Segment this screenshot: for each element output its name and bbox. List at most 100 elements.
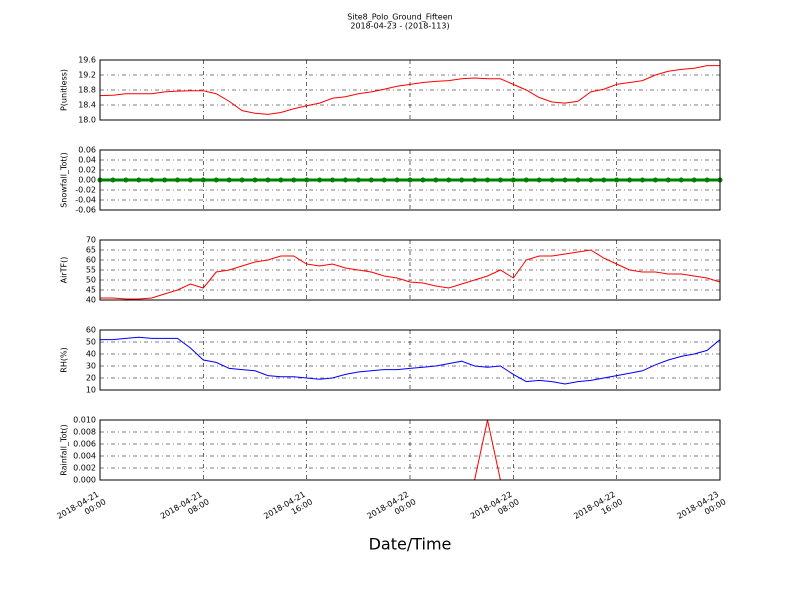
data-point	[149, 177, 155, 183]
y-tick-label: 18.4	[78, 101, 96, 110]
y-tick-label: 60	[86, 326, 96, 335]
data-point	[291, 177, 297, 183]
data-point	[213, 177, 219, 183]
y-tick-label: 0.06	[78, 146, 96, 155]
data-point	[704, 177, 710, 183]
y-tick-label: 0.02	[78, 166, 96, 175]
data-point	[485, 177, 490, 183]
data-point	[200, 177, 206, 183]
y-tick-label: 40	[86, 350, 96, 359]
data-point	[252, 177, 258, 183]
chart-subtitle: 2018-04-23 - (2018-113)	[350, 22, 449, 31]
data-point	[175, 177, 180, 183]
data-point	[446, 177, 452, 183]
plot-frame	[99, 239, 721, 301]
data-point	[691, 177, 697, 183]
data-point	[239, 177, 245, 183]
data-point	[536, 177, 542, 183]
data-point	[355, 177, 361, 183]
plot-frame	[99, 149, 721, 211]
data-point	[330, 177, 335, 183]
y-tick-label: -0.04	[75, 196, 96, 205]
data-point	[420, 177, 426, 183]
y-tick-label: 60	[86, 256, 96, 265]
x-tick-label: 2018-04-23 00:00	[675, 488, 727, 529]
data-line	[100, 249, 721, 300]
y-tick-label: 0.004	[73, 452, 96, 461]
data-line	[99, 65, 720, 115]
x-tick-label: 2018-04-22 00:00	[365, 488, 417, 529]
y-tick-label: -0.02	[75, 186, 96, 195]
data-point	[368, 177, 374, 183]
data-point	[162, 177, 168, 183]
y-axis-label: RH(%)	[60, 347, 69, 372]
plot-frame	[99, 329, 721, 391]
data-point	[265, 177, 271, 183]
y-tick-label: 0.002	[73, 464, 96, 473]
y-tick-label: 19.2	[78, 71, 96, 80]
y-tick-label: 0.04	[78, 156, 96, 165]
y-tick-label: 50	[86, 338, 96, 347]
data-point	[549, 177, 555, 183]
y-axis-label: P(unitless)	[60, 69, 69, 111]
y-tick-label: 18.8	[78, 86, 96, 95]
y-axis-label: Snowfall_Tot()	[60, 152, 69, 208]
data-point	[665, 177, 671, 183]
data-point	[381, 177, 387, 183]
y-tick-label: -0.06	[75, 206, 96, 215]
data-point	[110, 177, 116, 183]
y-tick-label: 65	[86, 246, 96, 255]
y-tick-label: 0.006	[73, 440, 96, 449]
y-tick-label: 50	[86, 276, 96, 285]
chart-title: Site8_Polo_Ground_Fifteen	[347, 13, 452, 22]
data-point	[523, 177, 529, 183]
y-axis-label: Rainfall_Tot()	[60, 424, 69, 476]
data-point	[614, 177, 620, 183]
x-tick-label: 2018-04-21 00:00	[55, 488, 107, 529]
y-tick-label: 70	[86, 236, 96, 245]
data-point	[342, 177, 348, 183]
y-tick-label: 0.010	[73, 416, 96, 425]
data-point	[136, 177, 142, 183]
y-tick-label: 40	[86, 296, 96, 305]
data-line	[100, 336, 721, 385]
data-point	[588, 177, 594, 183]
y-tick-label: 0.000	[73, 476, 96, 485]
data-point	[678, 177, 684, 183]
y-tick-label: 45	[86, 286, 96, 295]
data-point	[317, 177, 323, 183]
data-point	[278, 177, 284, 183]
data-point	[459, 177, 465, 183]
data-point	[652, 177, 658, 183]
y-tick-label: 19.6	[78, 56, 96, 65]
data-point	[407, 177, 413, 183]
y-tick-label: 20	[86, 374, 96, 383]
data-point	[123, 177, 129, 183]
data-point	[187, 177, 193, 183]
plot-frame	[99, 419, 721, 481]
data-point	[226, 177, 232, 183]
data-point	[304, 177, 310, 183]
x-tick-label: 2018-04-22 16:00	[572, 488, 624, 529]
y-axis-label: AirTF()	[60, 257, 69, 284]
data-point	[510, 177, 516, 183]
data-point	[433, 177, 439, 183]
y-tick-label: 18.0	[78, 116, 96, 125]
data-point	[472, 177, 478, 183]
data-point	[575, 177, 581, 183]
data-point	[640, 177, 645, 183]
y-tick-label: 0.00	[78, 176, 96, 185]
x-tick-label: 2018-04-21 16:00	[262, 488, 314, 529]
y-tick-label: 30	[86, 362, 96, 371]
data-point	[394, 177, 400, 183]
y-tick-label: 10	[86, 386, 96, 395]
plot-frame	[99, 59, 721, 121]
y-tick-label: 55	[86, 266, 96, 275]
y-tick-label: 0.008	[73, 428, 96, 437]
data-point	[562, 177, 568, 183]
data-point	[601, 177, 607, 183]
x-axis-label: Date/Time	[369, 535, 452, 554]
x-tick-label: 2018-04-22 08:00	[469, 488, 521, 529]
data-point	[627, 177, 633, 183]
